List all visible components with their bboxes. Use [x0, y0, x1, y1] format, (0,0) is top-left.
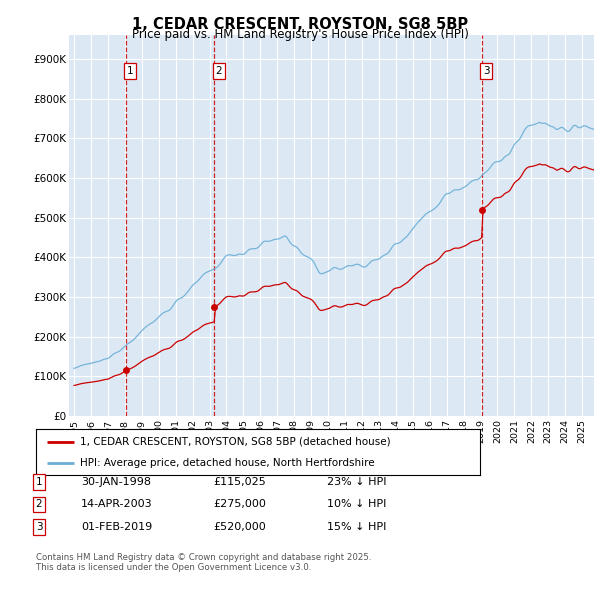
Text: 1: 1	[35, 477, 43, 487]
Text: Contains HM Land Registry data © Crown copyright and database right 2025.: Contains HM Land Registry data © Crown c…	[36, 553, 371, 562]
Text: 1, CEDAR CRESCENT, ROYSTON, SG8 5BP (detached house): 1, CEDAR CRESCENT, ROYSTON, SG8 5BP (det…	[80, 437, 391, 447]
Text: 14-APR-2003: 14-APR-2003	[81, 500, 152, 509]
Text: 23% ↓ HPI: 23% ↓ HPI	[327, 477, 386, 487]
Text: 30-JAN-1998: 30-JAN-1998	[81, 477, 151, 487]
Text: £520,000: £520,000	[213, 522, 266, 532]
Text: 10% ↓ HPI: 10% ↓ HPI	[327, 500, 386, 509]
Text: 01-FEB-2019: 01-FEB-2019	[81, 522, 152, 532]
Text: £275,000: £275,000	[213, 500, 266, 509]
Text: 3: 3	[35, 522, 43, 532]
Text: 3: 3	[483, 66, 490, 76]
Text: 1: 1	[127, 66, 134, 76]
Text: This data is licensed under the Open Government Licence v3.0.: This data is licensed under the Open Gov…	[36, 563, 311, 572]
Text: HPI: Average price, detached house, North Hertfordshire: HPI: Average price, detached house, Nort…	[80, 458, 375, 468]
Text: 1, CEDAR CRESCENT, ROYSTON, SG8 5BP: 1, CEDAR CRESCENT, ROYSTON, SG8 5BP	[132, 17, 468, 31]
Text: Price paid vs. HM Land Registry's House Price Index (HPI): Price paid vs. HM Land Registry's House …	[131, 28, 469, 41]
Text: 15% ↓ HPI: 15% ↓ HPI	[327, 522, 386, 532]
Text: 2: 2	[35, 500, 43, 509]
Text: 2: 2	[215, 66, 222, 76]
Text: £115,025: £115,025	[213, 477, 266, 487]
